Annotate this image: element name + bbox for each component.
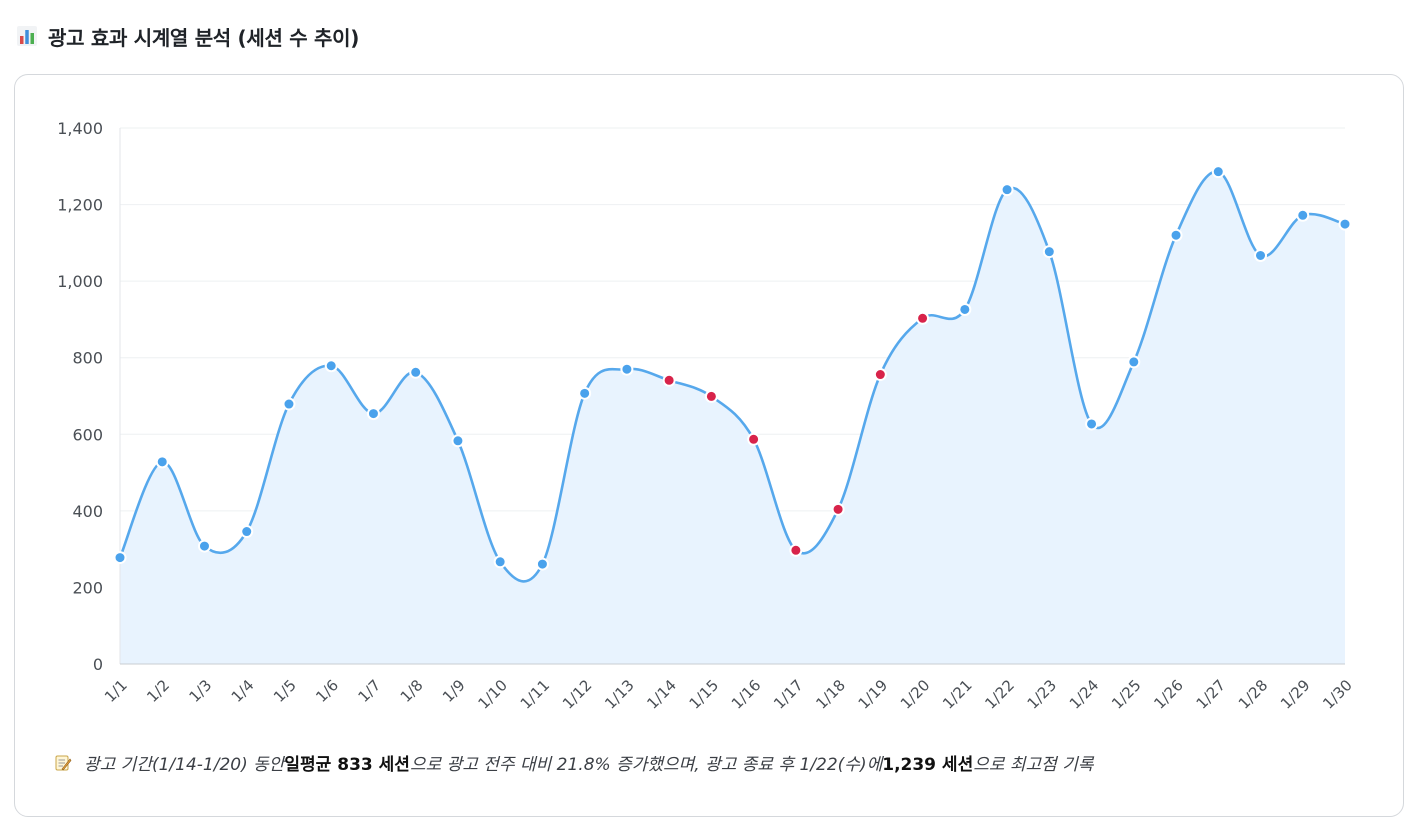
x-tick-label: 1/9 [439, 676, 469, 706]
data-point[interactable] [958, 302, 972, 316]
x-tick-label: 1/11 [517, 676, 554, 713]
data-point[interactable] [1254, 248, 1268, 262]
data-point-ad-period[interactable] [704, 389, 718, 403]
note-bold-avg: 일평균 833 세션 [284, 755, 410, 775]
y-tick-label: 1,000 [57, 272, 103, 291]
y-tick-label: 200 [72, 578, 103, 597]
y-tick-label: 1,200 [57, 196, 103, 215]
x-tick-label: 1/6 [312, 676, 342, 706]
data-point-ad-period[interactable] [789, 543, 803, 557]
x-tick-label: 1/15 [686, 676, 723, 713]
bar-chart-icon [16, 25, 38, 47]
x-tick-label: 1/14 [643, 676, 680, 713]
data-point[interactable] [113, 551, 127, 565]
x-tick-label: 1/23 [1024, 676, 1061, 713]
x-tick-label: 1/13 [601, 676, 638, 713]
note-bold-peak: 1,239 세션 [882, 755, 974, 775]
data-point[interactable] [493, 555, 507, 569]
x-tick-label: 1/24 [1066, 676, 1103, 713]
y-tick-label: 1,400 [57, 119, 103, 138]
data-point[interactable] [409, 365, 423, 379]
x-tick-label: 1/30 [1319, 676, 1356, 713]
x-tick-label: 1/28 [1235, 676, 1272, 713]
page-title: 광고 효과 시계열 분석 (세션 수 추이) [48, 25, 360, 50]
x-tick-label: 1/18 [812, 676, 849, 713]
x-tick-label: 1/17 [770, 676, 807, 713]
x-tick-label: 1/1 [101, 676, 131, 706]
x-tick-label: 1/5 [270, 676, 300, 706]
x-tick-label: 1/10 [474, 676, 511, 713]
data-point[interactable] [155, 455, 169, 469]
data-point[interactable] [1000, 183, 1014, 197]
data-point[interactable] [578, 386, 592, 400]
x-tick-label: 1/29 [1277, 676, 1314, 713]
x-tick-label: 1/25 [1108, 676, 1145, 713]
x-tick-label: 1/22 [981, 676, 1018, 713]
points-layer [113, 165, 1352, 571]
data-point[interactable] [1085, 417, 1099, 431]
data-point-ad-period[interactable] [662, 373, 676, 387]
x-tick-label: 1/27 [1193, 676, 1230, 713]
header: 광고 효과 시계열 분석 (세션 수 추이) [16, 20, 359, 52]
y-tick-label: 800 [72, 349, 103, 368]
data-point[interactable] [1127, 355, 1141, 369]
data-point[interactable] [535, 557, 549, 571]
y-tick-label: 400 [72, 502, 103, 521]
area-layer [119, 170, 1346, 664]
data-point[interactable] [1042, 245, 1056, 259]
x-tick-label: 1/7 [354, 676, 384, 706]
x-tick-label: 1/4 [228, 676, 258, 706]
x-tick-label: 1/21 [939, 676, 976, 713]
data-point[interactable] [324, 359, 338, 373]
note-text-3: 으로 최고점 기록 [973, 755, 1094, 775]
data-point[interactable] [1338, 217, 1352, 231]
x-tick-label: 1/12 [559, 676, 596, 713]
note-text-2: 으로 광고 전주 대비 21.8% 증가했으며, 광고 종료 후 1/22(수)… [409, 755, 883, 775]
x-tick-label: 1/26 [1150, 676, 1187, 713]
data-point[interactable] [451, 434, 465, 448]
y-tick-label: 600 [72, 425, 103, 444]
data-point-ad-period[interactable] [831, 502, 845, 516]
memo-icon [54, 754, 72, 772]
data-point-ad-period[interactable] [873, 368, 887, 382]
data-point[interactable] [1296, 208, 1310, 222]
data-point[interactable] [282, 397, 296, 411]
data-point[interactable] [197, 539, 211, 553]
x-tick-label: 1/19 [855, 676, 892, 713]
y-tick-label: 0 [93, 655, 103, 674]
x-tick-label: 1/2 [143, 676, 173, 706]
x-tick-label: 1/3 [186, 676, 216, 706]
data-point[interactable] [620, 362, 634, 376]
data-point[interactable] [240, 525, 254, 539]
note-text-1: 광고 기간(1/14-1/20) 동안 [84, 755, 285, 775]
x-tick-label: 1/20 [897, 676, 934, 713]
x-tick-label: 1/16 [728, 676, 765, 713]
data-point-ad-period[interactable] [747, 432, 761, 446]
data-point-ad-period[interactable] [916, 311, 930, 325]
data-point[interactable] [1211, 165, 1225, 179]
summary-note: 광고 기간(1/14-1/20) 동안 일평균 833 세션 으로 광고 전주 … [54, 750, 1094, 775]
data-point[interactable] [366, 407, 380, 421]
data-point[interactable] [1169, 228, 1183, 242]
series-area [120, 171, 1345, 664]
x-tick-label: 1/8 [397, 676, 427, 706]
